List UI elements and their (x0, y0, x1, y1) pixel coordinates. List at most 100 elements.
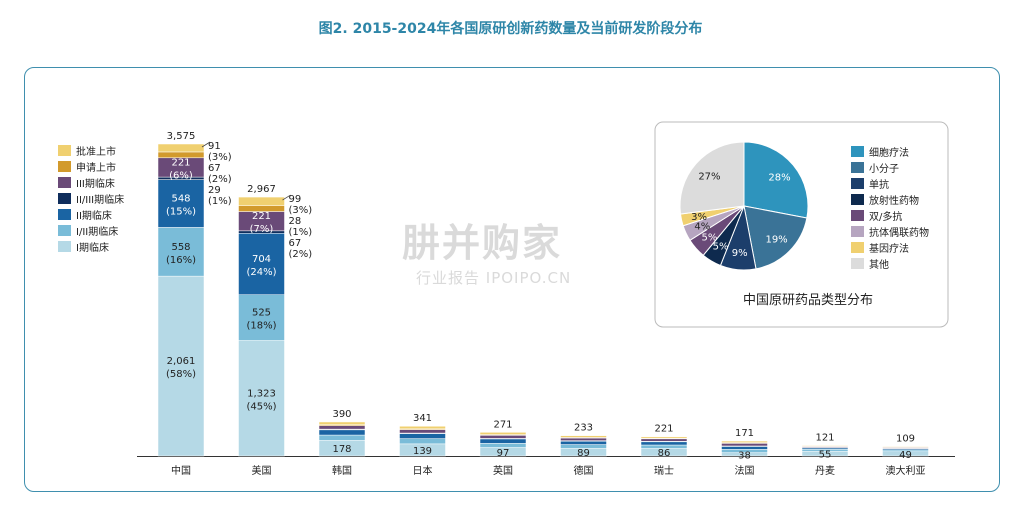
bar-segment (399, 429, 446, 434)
segment-value-label: 525 (252, 308, 271, 319)
segment-pct-label: (16%) (166, 255, 196, 266)
segment-value-label: 178 (332, 444, 351, 455)
legend-swatch (58, 209, 71, 220)
segment-value-label: 558 (171, 242, 190, 253)
x-tick-label: 法国 (735, 464, 755, 477)
pie-slice-label: 27% (698, 172, 720, 183)
segment-pct-label: (58%) (166, 369, 196, 380)
callout-label: (1%) (289, 227, 313, 238)
legend-swatch (58, 241, 71, 252)
segment-value-label: 548 (171, 194, 190, 205)
pie-legend-label: 细胞疗法 (869, 146, 909, 159)
bar-total-label: 2,967 (247, 184, 276, 195)
legend-label: II/III期临床 (76, 193, 124, 206)
pie-legend-swatch (851, 258, 864, 269)
segment-value-label: 1,323 (247, 388, 276, 399)
legend-label: 批准上市 (76, 145, 116, 158)
pie-legend-swatch (851, 242, 864, 253)
callout-label: 67 (289, 238, 302, 249)
x-tick-label: 日本 (413, 464, 433, 477)
legend-swatch (58, 193, 71, 204)
bar-segment (640, 441, 688, 446)
bar-segment (157, 227, 205, 277)
callout-label: 67 (208, 163, 221, 174)
bar-segment (238, 233, 285, 295)
callout-leader (282, 194, 291, 201)
bar-total-label: 390 (332, 409, 351, 420)
pie-legend-label: 其他 (869, 258, 889, 271)
callout-leader (201, 141, 211, 148)
bar-segment (238, 205, 285, 212)
pie-legend-label: 双/多抗 (869, 210, 902, 223)
bar-segment (721, 443, 768, 447)
segment-pct-label: (7%) (250, 224, 274, 235)
legend-label: 申请上市 (76, 161, 116, 174)
pie-slice (743, 141, 809, 219)
segment-value-label: 97 (497, 448, 510, 459)
bar-segment (479, 432, 527, 435)
segment-value-label: 49 (899, 450, 912, 461)
bar-segment (560, 440, 607, 445)
bar-segment (157, 151, 205, 159)
segment-pct-label: (15%) (166, 207, 196, 218)
legend-swatch (58, 225, 71, 236)
bar-segment (238, 196, 285, 206)
segment-value-label: 86 (658, 448, 671, 459)
segment-value-label: 2,061 (167, 356, 196, 367)
pie-slice-label: 5% (701, 232, 717, 243)
pie-legend-label: 基因疗法 (869, 242, 909, 255)
bar-total-label: 121 (815, 432, 834, 443)
bar-segment (721, 440, 768, 443)
segment-value-label: 221 (252, 211, 271, 222)
segment-pct-label: (6%) (169, 170, 193, 181)
pie-legend-swatch (851, 194, 864, 205)
chart-frame (24, 67, 1000, 492)
callout-label: 99 (289, 194, 302, 205)
pie-title: 中国原研药品类型分布 (743, 293, 873, 308)
callout-label: 29 (208, 185, 221, 196)
x-tick-label: 韩国 (332, 464, 352, 477)
segment-pct-label: (18%) (246, 321, 276, 332)
legend-label: III期临床 (76, 177, 115, 190)
pie-legend-swatch (851, 146, 864, 157)
x-tick-label: 澳大利亚 (886, 464, 926, 477)
pie-slice-label: 9% (732, 248, 748, 259)
pie-slice (743, 205, 808, 270)
bar-total-label: 233 (574, 423, 593, 434)
legend-label: I期临床 (76, 241, 109, 254)
pie-legend-swatch (851, 178, 864, 189)
legend-label: II期临床 (76, 209, 112, 222)
legend-swatch (58, 161, 71, 172)
segment-value-label: 89 (577, 448, 590, 459)
pie-slice-label: 28% (768, 173, 790, 184)
callout-label: (1%) (208, 196, 232, 207)
bar-total-label: 109 (896, 433, 915, 444)
bar-segment (157, 179, 205, 228)
pie-legend-swatch (851, 226, 864, 237)
pie-legend-label: 抗体偶联药物 (869, 226, 929, 239)
bar-segment (318, 429, 366, 436)
segment-value-label: 704 (252, 254, 271, 265)
callout-label: (3%) (208, 152, 232, 163)
x-tick-label: 中国 (171, 464, 191, 477)
segment-pct-label: (45%) (246, 401, 276, 412)
callout-label: (2%) (208, 174, 232, 185)
x-tick-label: 丹麦 (815, 465, 835, 477)
pie-legend-label: 单抗 (869, 178, 889, 191)
bar-segment (399, 433, 446, 439)
x-tick-label: 瑞士 (654, 464, 674, 477)
pie-legend-swatch (851, 162, 864, 173)
bar-segment (801, 445, 849, 447)
bar-segment (640, 436, 688, 439)
bar-segment (318, 434, 366, 441)
legend-swatch (58, 145, 71, 156)
bar-total-label: 3,575 (167, 131, 196, 142)
callout-label: 91 (208, 141, 221, 152)
pie-slice-label: 3% (691, 212, 707, 223)
bar-segment (560, 435, 607, 438)
bar-total-label: 271 (493, 419, 512, 430)
pie-slice-label: 5% (713, 242, 729, 253)
legend-label: I/II期临床 (76, 225, 118, 238)
callout-label: (2%) (289, 249, 313, 260)
